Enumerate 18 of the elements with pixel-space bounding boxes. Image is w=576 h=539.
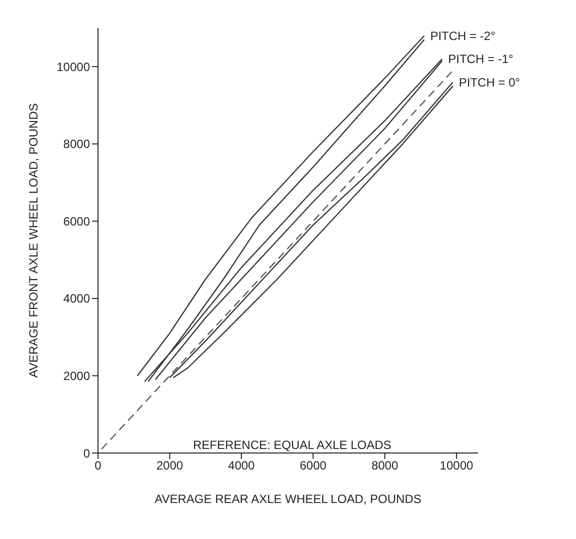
y-tick-label: 4000 (63, 292, 90, 306)
y-tick-label: 10000 (56, 60, 90, 74)
x-tick-label: 10000 (440, 458, 474, 473)
annotation: PITCH = -2° (430, 28, 496, 43)
x-axis-title: AVERAGE REAR AXLE WHEEL LOAD, POUNDS (154, 492, 422, 506)
x-tick-label: 2000 (156, 458, 184, 473)
y-tick-label: 6000 (63, 214, 90, 228)
y-tick-label: 0 (83, 446, 90, 460)
x-tick-label: 4000 (228, 458, 256, 473)
annotation: PITCH = -1° (448, 52, 514, 66)
x-tick-label: 8000 (371, 458, 398, 473)
y-tick-label: 8000 (63, 137, 90, 152)
x-tick-label: 0 (94, 458, 102, 473)
y-axis-title: AVERAGE FRONT AXLE WHEEL LOAD, POUNDS (26, 103, 40, 378)
annotation: PITCH = 0° (458, 75, 520, 90)
x-tick-label: 6000 (300, 458, 327, 473)
y-tick-label: 2000 (63, 368, 90, 383)
annotation: REFERENCE: EQUAL AXLE LOADS (193, 438, 392, 452)
